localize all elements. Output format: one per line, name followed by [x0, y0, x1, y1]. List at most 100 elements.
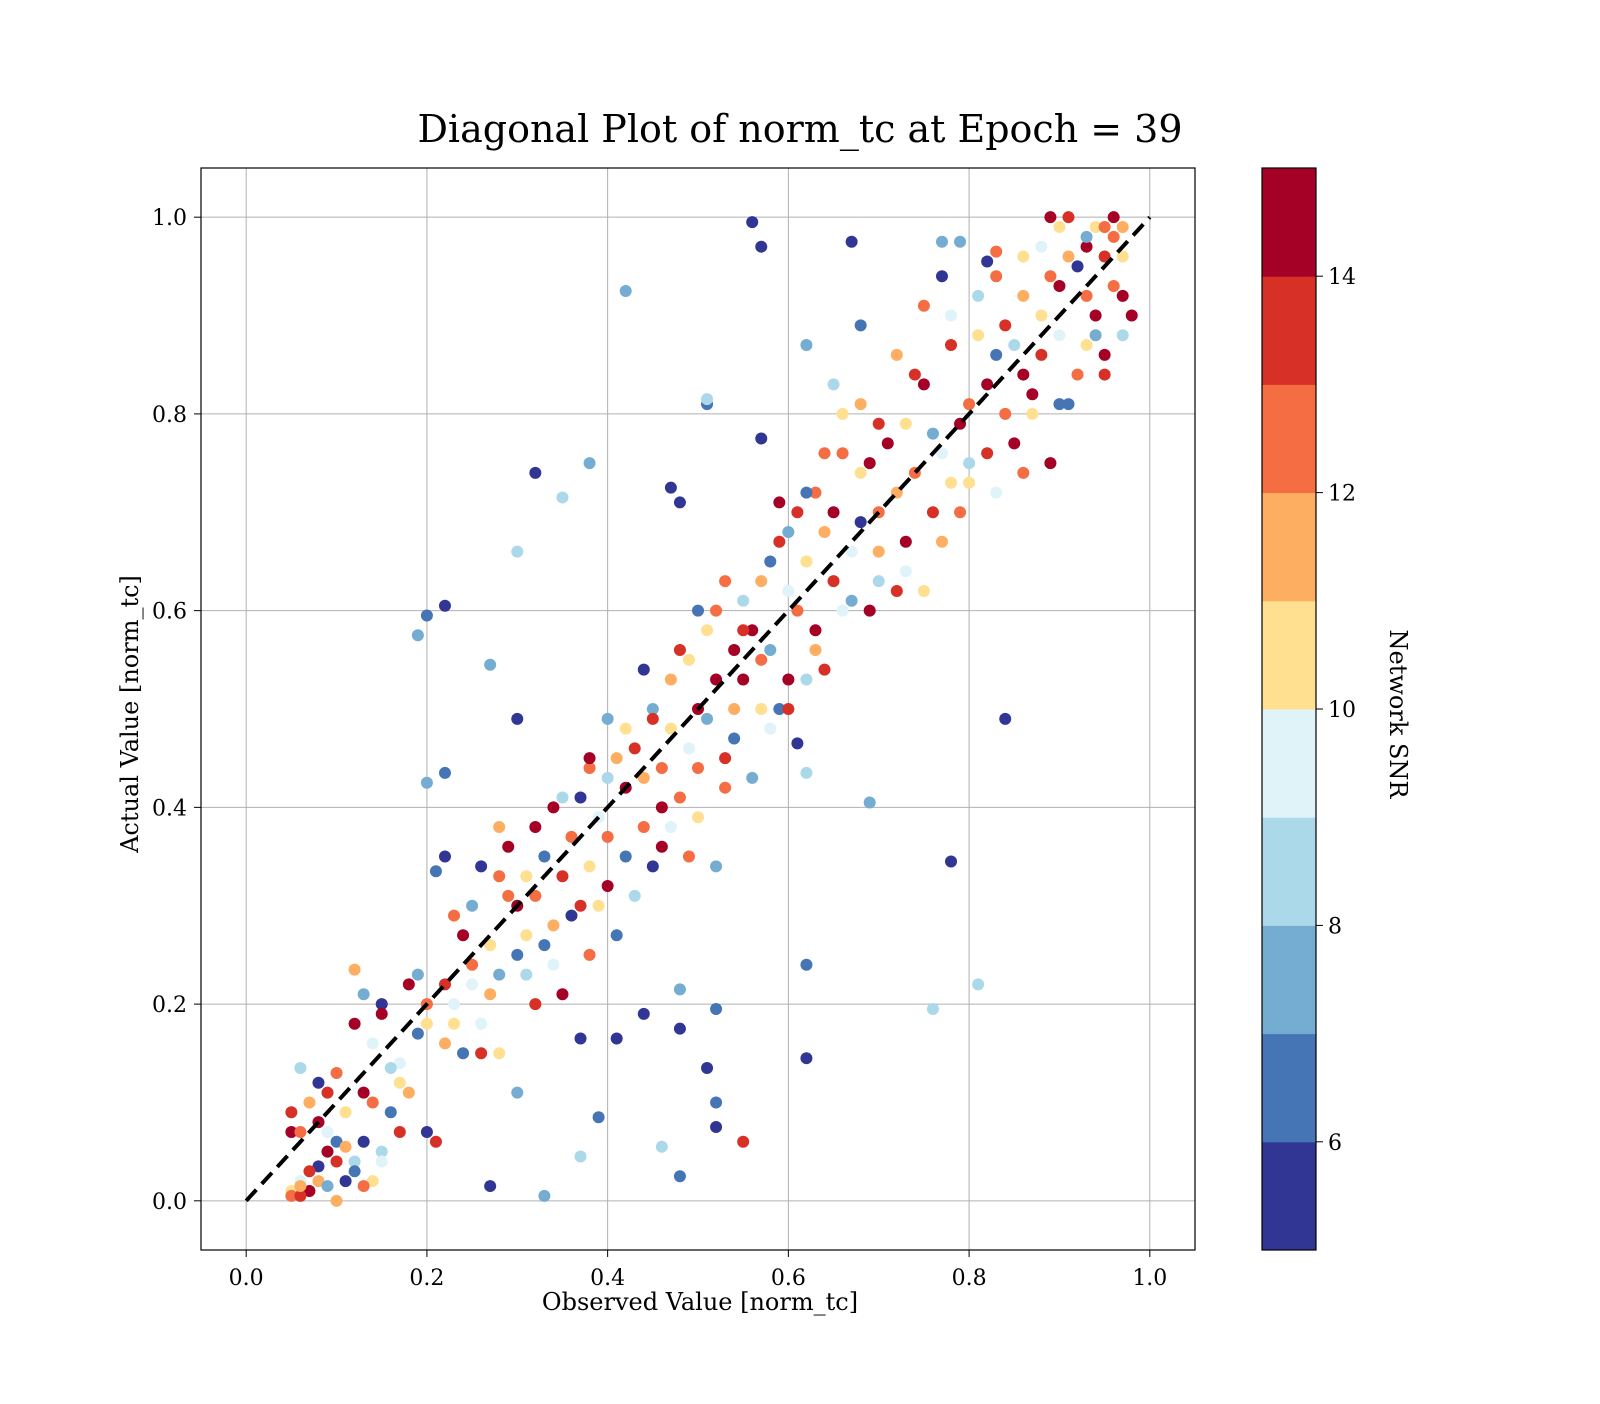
data-point — [538, 939, 551, 952]
data-point — [457, 929, 470, 942]
data-point — [312, 1160, 325, 1173]
data-point — [664, 481, 677, 494]
data-point — [854, 466, 867, 479]
data-point — [673, 983, 686, 996]
data-point — [999, 712, 1012, 725]
y-tick-label: 0.0 — [152, 1190, 187, 1215]
data-point — [1098, 368, 1111, 381]
data-point — [1026, 388, 1039, 401]
data-point — [429, 865, 442, 878]
x-tick-label: 0.6 — [771, 1266, 806, 1291]
data-point — [755, 432, 768, 445]
colorbar-segment — [1262, 709, 1316, 818]
data-point — [1017, 466, 1030, 479]
data-point — [321, 1086, 334, 1099]
data-point — [917, 584, 930, 597]
x-tick-label: 0.0 — [229, 1266, 264, 1291]
data-point — [448, 909, 461, 922]
data-point — [448, 998, 461, 1011]
data-point — [366, 1096, 379, 1109]
data-point — [863, 457, 876, 470]
data-point — [800, 958, 813, 971]
data-point — [1116, 250, 1129, 263]
data-point — [800, 339, 813, 352]
data-point — [719, 781, 732, 794]
data-point — [872, 417, 885, 430]
data-point — [619, 850, 632, 863]
data-point — [737, 1135, 750, 1148]
data-point — [764, 555, 777, 568]
data-point — [330, 1066, 343, 1079]
data-point — [1053, 398, 1066, 411]
data-point — [890, 584, 903, 597]
data-point — [637, 821, 650, 834]
data-point — [538, 850, 551, 863]
data-point — [963, 476, 976, 489]
data-point — [610, 929, 623, 942]
data-point — [773, 535, 786, 548]
data-point — [1062, 250, 1075, 263]
data-point — [411, 1027, 424, 1040]
data-point — [348, 1017, 361, 1030]
data-point — [574, 791, 587, 804]
grid — [201, 168, 1195, 1250]
data-point — [782, 673, 795, 686]
data-point — [1080, 230, 1093, 243]
data-point — [1008, 339, 1021, 352]
data-point — [1125, 309, 1138, 322]
data-point — [538, 1189, 551, 1202]
colorbar-tick-label: 10 — [1328, 698, 1356, 723]
data-point — [285, 1125, 298, 1138]
data-point — [800, 673, 813, 686]
data-point — [583, 860, 596, 873]
data-point — [466, 899, 479, 912]
data-point — [655, 801, 668, 814]
data-point — [655, 1140, 668, 1153]
data-point — [881, 437, 894, 450]
data-point — [330, 1155, 343, 1168]
data-point — [357, 988, 370, 1001]
data-point — [836, 447, 849, 460]
data-point — [339, 1175, 352, 1188]
data-point — [972, 329, 985, 342]
data-point — [917, 378, 930, 391]
data-point — [565, 830, 578, 843]
data-point — [357, 1180, 370, 1193]
data-point — [1017, 289, 1030, 302]
data-point — [872, 545, 885, 558]
data-point — [999, 319, 1012, 332]
data-point — [845, 235, 858, 248]
data-point — [646, 860, 659, 873]
reference-diagonal-line — [244, 215, 1152, 1203]
data-point — [1017, 368, 1030, 381]
data-point — [466, 978, 479, 991]
data-point — [294, 1180, 307, 1193]
data-point — [583, 948, 596, 961]
data-point — [493, 968, 506, 981]
data-point — [601, 712, 614, 725]
data-point — [827, 506, 840, 519]
data-point — [755, 653, 768, 666]
data-point — [511, 712, 524, 725]
data-point — [863, 796, 876, 809]
y-axis-ticks: 0.0 0.2 0.4 0.6 0.8 1.0 — [152, 206, 201, 1215]
data-point — [818, 525, 831, 538]
data-point — [393, 1057, 406, 1070]
data-point — [547, 958, 560, 971]
colorbar-segment — [1262, 1141, 1316, 1251]
data-point — [348, 1155, 361, 1168]
data-point — [285, 1106, 298, 1119]
data-point — [520, 870, 533, 883]
data-point — [1026, 407, 1039, 420]
data-point — [710, 604, 723, 617]
colorbar-tick-label: 6 — [1328, 1131, 1342, 1156]
data-point — [908, 368, 921, 381]
colorbar-segment — [1262, 168, 1316, 277]
data-point — [520, 968, 533, 981]
data-point — [682, 653, 695, 666]
data-point — [746, 624, 759, 637]
data-point — [438, 766, 451, 779]
data-point — [1071, 260, 1084, 273]
data-point — [583, 457, 596, 470]
data-point — [466, 958, 479, 971]
